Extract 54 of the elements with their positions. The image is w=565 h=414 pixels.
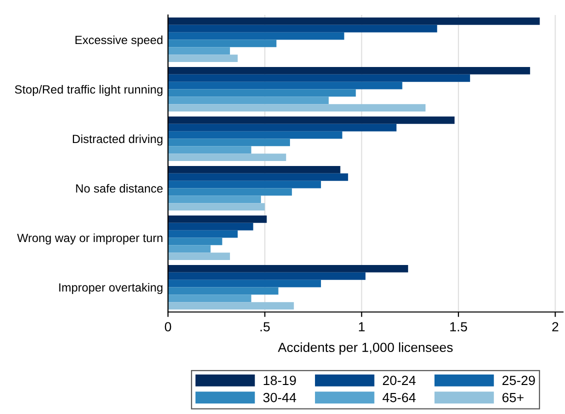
bar	[168, 230, 238, 238]
bar	[168, 32, 344, 40]
x-tick-label: 1.5	[450, 322, 468, 332]
bar	[168, 166, 340, 174]
y-tick-label: Excessive speed	[76, 35, 162, 46]
bar	[168, 287, 278, 295]
bar	[168, 82, 402, 90]
bar	[168, 238, 222, 246]
legend-label: 25-29	[502, 376, 535, 386]
bar	[168, 222, 254, 230]
bar	[168, 146, 252, 154]
x-tick-label: 0	[164, 322, 172, 332]
bar	[168, 180, 321, 188]
x-tick-label: 2	[552, 322, 558, 332]
x-tick-label: .5	[260, 322, 270, 332]
bar	[168, 215, 267, 223]
y-tick-label: Improper overtaking	[59, 282, 162, 294]
legend-label: 18-19	[264, 376, 296, 386]
bar	[168, 294, 252, 302]
bar	[168, 245, 211, 253]
bar	[168, 24, 438, 32]
bar	[168, 124, 396, 132]
bar	[168, 272, 366, 280]
legend-label: 65+	[502, 392, 524, 402]
x-tick-label: 1	[358, 322, 365, 332]
legend-label: 45-64	[382, 392, 416, 402]
bar	[168, 17, 540, 25]
bar	[168, 104, 426, 112]
bar	[168, 74, 470, 82]
bar	[168, 280, 321, 288]
bar	[168, 302, 294, 310]
bar	[168, 96, 329, 104]
y-tick-label: Distracted driving	[72, 134, 162, 146]
bar	[168, 131, 342, 139]
x-axis-title: Accidents per 1,000 licensees	[278, 342, 453, 355]
bar	[168, 40, 276, 48]
y-tick-label: Stop/Red traffic light running	[14, 84, 162, 96]
bar	[168, 154, 286, 162]
bar	[168, 54, 238, 62]
bar	[168, 116, 455, 124]
bar	[168, 264, 408, 272]
bar	[168, 47, 230, 55]
bar	[168, 188, 292, 196]
bar	[168, 203, 265, 211]
bar	[168, 252, 230, 260]
bar	[168, 138, 290, 146]
legend-label: 20-24	[382, 376, 416, 386]
y-tick-label: Wrong way or improper turn	[17, 233, 162, 244]
bar	[168, 66, 530, 74]
bar	[168, 89, 356, 97]
y-tick-label: No safe distance	[76, 184, 163, 193]
bar	[168, 173, 348, 181]
bar	[168, 196, 261, 204]
legend-label: 30-44	[263, 392, 296, 402]
